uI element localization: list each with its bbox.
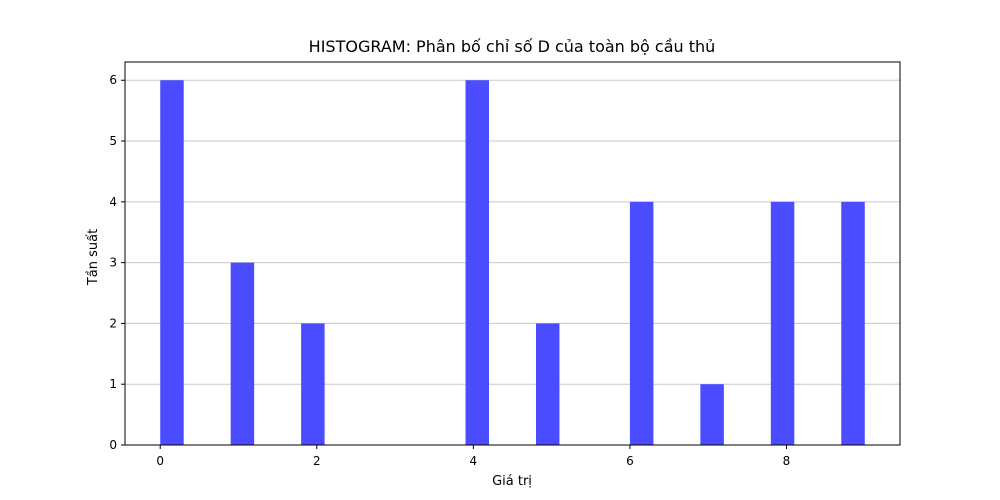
chart-title: HISTOGRAM: Phân bố chỉ số D của toàn bộ …: [309, 37, 716, 56]
histogram-bar: [230, 262, 255, 445]
y-tick-label: 0: [109, 438, 117, 452]
histogram-bar: [841, 201, 865, 445]
y-tick-label: 4: [109, 195, 117, 209]
x-axis-label: Giá trị: [492, 474, 532, 489]
histogram-bar: [301, 323, 325, 445]
y-axis-ticks: 0 1 2 3 4 5 6: [109, 73, 125, 452]
x-tick-label: 8: [783, 454, 791, 468]
y-tick-label: 1: [109, 377, 117, 391]
x-tick-label: 0: [156, 454, 164, 468]
histogram-bar: [465, 80, 490, 445]
bars: [160, 80, 865, 445]
histogram-bar: [770, 201, 795, 445]
y-axis-label: Tần suất: [86, 229, 101, 286]
x-axis-ticks: 0 2 4 6 8: [156, 445, 790, 468]
x-tick-label: 6: [626, 454, 634, 468]
y-tick-label: 6: [109, 73, 117, 87]
y-tick-label: 2: [109, 316, 117, 330]
histogram-bar: [629, 201, 654, 445]
histogram-bar: [700, 384, 724, 445]
histogram-bar: [535, 323, 560, 445]
histogram-bar: [160, 80, 184, 445]
plot-frame: [124, 61, 901, 446]
y-tick-label: 3: [109, 256, 117, 270]
x-tick-label: 2: [313, 454, 321, 468]
x-tick-label: 4: [470, 454, 478, 468]
y-tick-label: 5: [109, 134, 117, 148]
